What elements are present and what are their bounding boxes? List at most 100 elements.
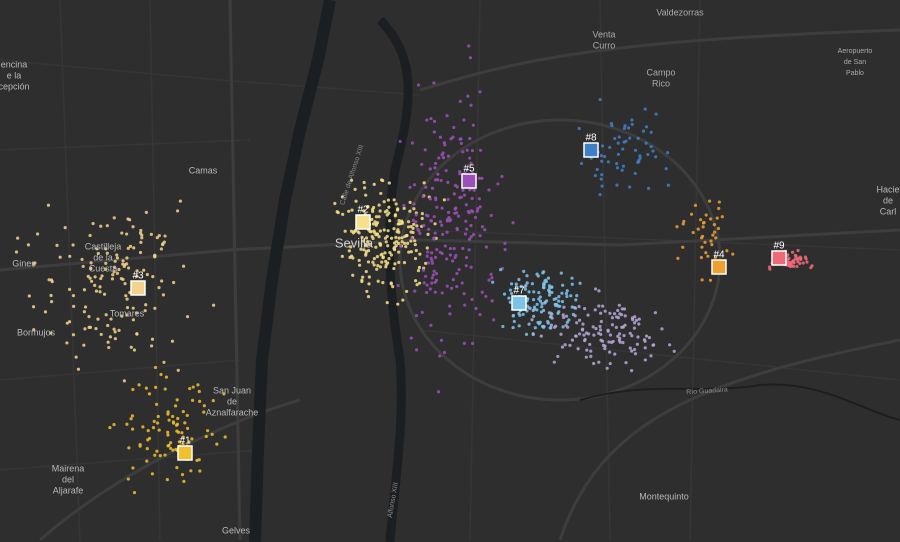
point — [549, 311, 553, 315]
point — [364, 236, 369, 240]
point — [223, 435, 227, 439]
point — [630, 316, 635, 320]
point — [565, 294, 569, 299]
point — [386, 198, 391, 202]
point — [100, 274, 104, 278]
point — [432, 236, 436, 240]
point — [166, 410, 170, 414]
point — [530, 282, 534, 286]
point — [443, 244, 447, 248]
point — [93, 283, 97, 287]
point — [351, 231, 356, 235]
point — [409, 239, 413, 243]
point — [589, 349, 593, 353]
point — [469, 103, 473, 107]
point — [598, 324, 602, 329]
place-label: Campo — [646, 67, 675, 77]
point — [172, 280, 176, 285]
point — [375, 267, 379, 271]
point — [500, 174, 504, 179]
point — [365, 289, 369, 294]
point — [104, 261, 108, 265]
point — [578, 318, 582, 322]
point — [586, 313, 590, 317]
point — [343, 229, 347, 233]
point — [468, 188, 472, 192]
point — [535, 302, 539, 306]
point — [470, 297, 474, 302]
point — [630, 368, 634, 373]
point — [463, 303, 467, 307]
point — [423, 148, 427, 152]
point — [548, 315, 553, 319]
point — [141, 425, 145, 429]
point — [93, 275, 97, 279]
point — [454, 206, 458, 210]
point — [584, 355, 588, 359]
point — [67, 320, 72, 324]
point — [547, 284, 552, 288]
point — [416, 269, 421, 273]
point — [437, 156, 441, 160]
point — [170, 339, 175, 343]
point — [581, 322, 585, 326]
point — [622, 140, 626, 144]
point — [115, 271, 120, 275]
point — [155, 449, 159, 453]
point — [389, 282, 393, 286]
point — [422, 223, 426, 227]
point — [115, 256, 120, 260]
place-label: Castilleja — [85, 241, 122, 251]
point — [620, 325, 624, 329]
point — [397, 241, 401, 246]
point — [422, 281, 426, 285]
point — [361, 275, 365, 279]
point — [767, 265, 772, 269]
point — [167, 418, 171, 422]
point — [461, 188, 465, 192]
point — [579, 161, 584, 166]
point — [433, 255, 438, 259]
point — [436, 178, 440, 182]
point — [632, 321, 637, 325]
point — [511, 313, 515, 318]
point — [385, 209, 389, 213]
place-label: Hacie — [876, 184, 899, 194]
point — [532, 314, 536, 318]
point — [400, 236, 404, 240]
point — [610, 316, 615, 320]
point — [462, 118, 466, 122]
point — [731, 252, 735, 256]
point — [371, 236, 375, 241]
point — [181, 441, 185, 446]
point — [99, 224, 103, 228]
point — [452, 125, 456, 130]
point — [621, 341, 625, 345]
point — [96, 317, 100, 321]
point — [489, 213, 493, 218]
point — [340, 195, 344, 199]
point — [384, 263, 388, 267]
point — [409, 230, 413, 234]
point — [393, 262, 397, 266]
point — [82, 288, 87, 292]
point — [543, 279, 547, 283]
point — [542, 270, 546, 274]
point — [793, 257, 797, 261]
point — [374, 245, 378, 249]
point — [636, 160, 640, 165]
point — [404, 245, 408, 249]
point — [514, 282, 518, 286]
point — [460, 281, 464, 285]
point — [371, 260, 375, 264]
point — [600, 144, 605, 148]
point — [546, 319, 550, 324]
point — [409, 250, 413, 254]
point — [124, 294, 128, 298]
point — [557, 299, 561, 303]
point — [642, 338, 647, 342]
point — [446, 180, 450, 185]
point — [462, 341, 466, 345]
point — [562, 305, 566, 309]
point — [347, 209, 351, 213]
